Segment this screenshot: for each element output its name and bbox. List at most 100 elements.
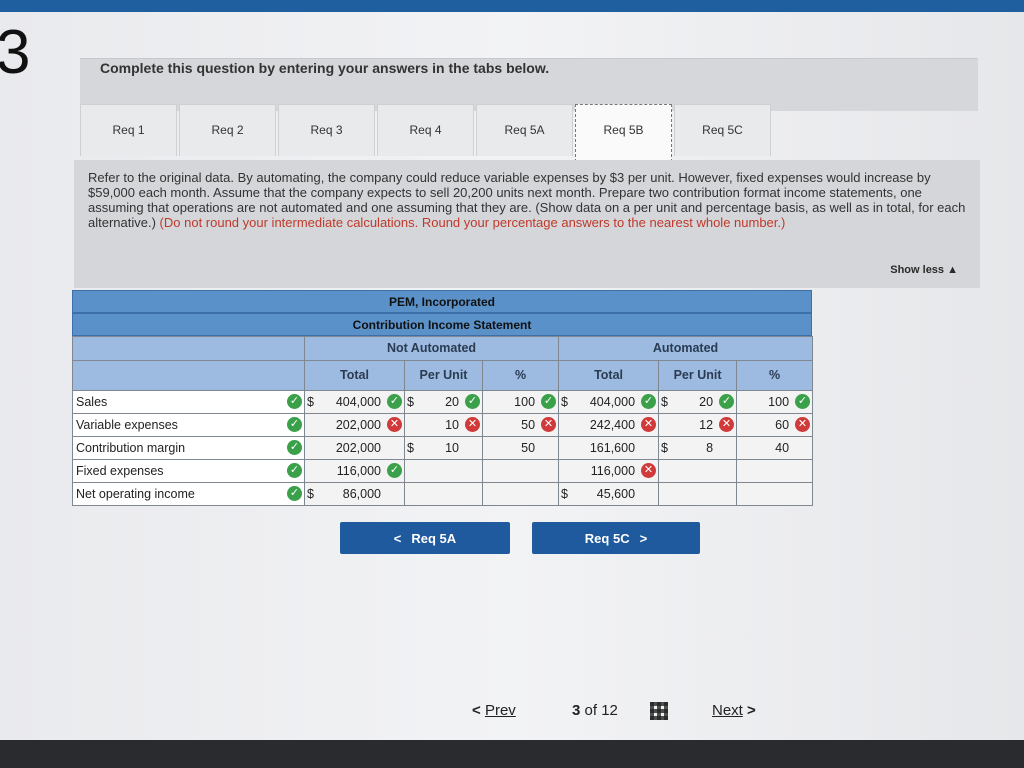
row-label: Sales ✓	[72, 390, 305, 414]
value: 45,600	[596, 487, 636, 501]
value: 161,600	[589, 441, 636, 455]
check-icon: ✓	[287, 417, 302, 432]
next-label: Next	[712, 702, 743, 719]
a-pct-cell	[736, 482, 814, 506]
na-total-input[interactable]: $86,000	[304, 482, 405, 506]
check-icon: ✓	[541, 394, 557, 409]
top-bar	[0, 0, 1024, 12]
chevron-right-icon: >	[639, 530, 648, 546]
currency-sign: $	[307, 487, 314, 501]
page-number: 3	[572, 702, 581, 719]
a-unit-input[interactable]: 12 ✕	[658, 413, 738, 437]
row-label: Variable expenses ✓	[72, 413, 305, 437]
na-pct-input[interactable]: 50	[481, 436, 560, 460]
income-statement: PEM, Incorporated Contribution Income St…	[72, 290, 814, 506]
check-icon: ✓	[287, 463, 302, 478]
tab-req-1[interactable]: Req 1	[80, 104, 177, 156]
prev-link[interactable]: < Prev	[472, 702, 516, 719]
value: 242,400	[589, 418, 636, 432]
a-total-input[interactable]: $45,600	[558, 482, 660, 506]
table-row: Contribution margin ✓ 202,000 $10 50 161,…	[72, 436, 814, 460]
show-less-link[interactable]: Show less ▲	[890, 264, 958, 276]
next-req-button[interactable]: Req 5C >	[532, 522, 700, 554]
value: 10	[445, 418, 459, 432]
na-total-input[interactable]: $404,000 ✓	[304, 390, 405, 414]
na-unit-input[interactable]: $10	[404, 436, 483, 460]
a-total-input[interactable]: 116,000 ✕	[558, 459, 660, 483]
na-pct-input[interactable]: 100 ✓	[481, 390, 560, 414]
value: 202,000	[335, 441, 381, 455]
company-name: PEM, Incorporated	[72, 290, 812, 313]
table-row: Sales ✓ $404,000 ✓ $20 ✓ 100 ✓ $404,000 ✓ $20…	[72, 390, 814, 414]
na-pct-input[interactable]: 50 ✕	[481, 413, 560, 437]
na-unit-input[interactable]: $20 ✓	[404, 390, 483, 414]
check-icon: ✓	[287, 394, 302, 409]
instruction-text: Complete this question by entering your …	[100, 60, 550, 76]
row-label-text: Contribution margin	[76, 441, 186, 455]
a-pct-input[interactable]: 40	[736, 436, 814, 460]
value: 20	[445, 395, 459, 409]
currency-sign: $	[661, 441, 668, 455]
requirement-tabs: Req 1 Req 2 Req 3 Req 4 Req 5A Req 5B Re…	[80, 104, 773, 162]
next-req-label: Req 5C	[584, 530, 630, 546]
a-total-input[interactable]: 161,600	[558, 436, 660, 460]
row-label: Contribution margin ✓	[72, 436, 305, 460]
value: 100	[768, 395, 790, 409]
a-unit-cell	[658, 459, 738, 483]
question-text: Refer to the original data. By automatin…	[88, 170, 966, 230]
tab-label: Req 1	[112, 123, 145, 137]
question-number: 3	[0, 18, 31, 87]
question-note: (Do not round your intermediate calculat…	[159, 215, 786, 230]
a-unit-input[interactable]: $8	[658, 436, 738, 460]
prev-req-button[interactable]: < Req 5A	[340, 522, 510, 554]
statement-table: Not Automated Automated Total Per Unit %…	[72, 336, 814, 506]
na-unit-cell	[404, 482, 483, 506]
col-per-unit: Per Unit	[658, 360, 738, 391]
prev-label: Prev	[484, 702, 516, 719]
a-pct-input[interactable]: 100 ✓	[736, 390, 814, 414]
error-icon: ✕	[465, 417, 480, 432]
tab-req-5a[interactable]: Req 5A	[476, 104, 573, 156]
na-total-input[interactable]: 116,000 ✓	[304, 459, 405, 483]
currency-sign: $	[307, 395, 314, 409]
bottom-edge	[0, 740, 1024, 768]
na-total-input[interactable]: 202,000	[304, 436, 405, 460]
chevron-left-icon: <	[472, 702, 481, 719]
na-unit-cell	[404, 459, 483, 483]
statement-title: Contribution Income Statement	[72, 313, 812, 336]
value: 404,000	[589, 395, 636, 409]
a-unit-cell	[658, 482, 738, 506]
row-label: Fixed expenses ✓	[72, 459, 305, 483]
check-icon: ✓	[387, 394, 402, 409]
page-total: of 12	[584, 702, 618, 719]
error-icon: ✕	[719, 417, 735, 432]
check-icon: ✓	[287, 486, 302, 501]
next-link[interactable]: Next >	[712, 702, 756, 719]
currency-sign: $	[407, 441, 414, 455]
tab-req-3[interactable]: Req 3	[278, 104, 375, 156]
row-label-text: Net operating income	[76, 487, 195, 501]
instruction-bar: Complete this question by entering your …	[80, 58, 978, 111]
a-unit-input[interactable]: $20 ✓	[658, 390, 738, 414]
column-header-row: Total Per Unit % Total Per Unit %	[72, 360, 814, 391]
chevron-right-icon: >	[747, 702, 756, 719]
tab-req-5c[interactable]: Req 5C	[674, 104, 771, 156]
group-header-row: Not Automated Automated	[72, 336, 814, 361]
question-panel: Refer to the original data. By automatin…	[74, 160, 980, 288]
table-row: Fixed expenses ✓ 116,000 ✓ 116,000 ✕	[72, 459, 814, 483]
na-unit-input[interactable]: 10 ✕	[404, 413, 483, 437]
currency-sign: $	[661, 395, 668, 409]
tab-req-5b[interactable]: Req 5B	[575, 104, 672, 162]
value: 202,000	[335, 418, 381, 432]
value: 60	[775, 418, 790, 432]
a-total-input[interactable]: $404,000 ✓	[558, 390, 660, 414]
tab-req-2[interactable]: Req 2	[179, 104, 276, 156]
a-pct-input[interactable]: 60 ✕	[736, 413, 814, 437]
na-total-input[interactable]: 202,000 ✕	[304, 413, 405, 437]
value: 12	[699, 418, 714, 432]
a-total-input[interactable]: 242,400 ✕	[558, 413, 660, 437]
grid-icon[interactable]	[650, 702, 668, 720]
tab-req-4[interactable]: Req 4	[377, 104, 474, 156]
tab-label: Req 5C	[702, 123, 743, 137]
row-label: Net operating income ✓	[72, 482, 305, 506]
